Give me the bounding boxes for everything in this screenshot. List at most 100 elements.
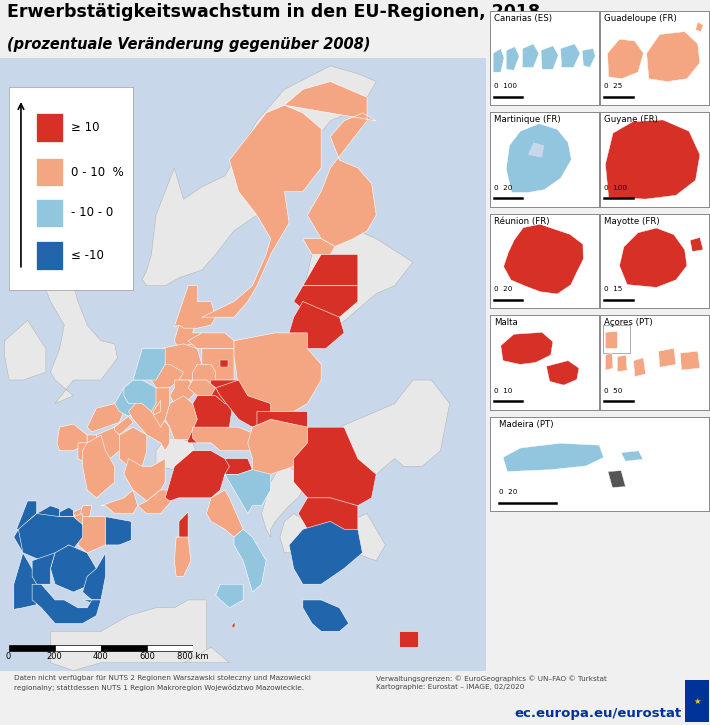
Text: ★: ★ bbox=[693, 697, 701, 705]
Polygon shape bbox=[97, 427, 119, 459]
Polygon shape bbox=[493, 49, 504, 72]
Polygon shape bbox=[621, 451, 643, 461]
Polygon shape bbox=[294, 286, 358, 318]
Bar bbox=[36, 113, 63, 142]
Text: 0  20: 0 20 bbox=[494, 286, 513, 292]
Polygon shape bbox=[303, 239, 335, 254]
Polygon shape bbox=[503, 443, 604, 471]
Bar bbox=[604, 325, 630, 353]
Polygon shape bbox=[501, 332, 553, 365]
Polygon shape bbox=[82, 600, 101, 608]
Polygon shape bbox=[303, 380, 449, 474]
Polygon shape bbox=[18, 513, 82, 560]
Text: ec.europa.eu/eurostat: ec.europa.eu/eurostat bbox=[515, 708, 682, 721]
Polygon shape bbox=[541, 46, 558, 70]
Polygon shape bbox=[303, 600, 349, 631]
Polygon shape bbox=[234, 529, 266, 592]
Polygon shape bbox=[294, 231, 413, 349]
Polygon shape bbox=[32, 552, 55, 584]
Text: 0  100: 0 100 bbox=[494, 83, 518, 89]
Text: 0  20: 0 20 bbox=[494, 185, 513, 191]
Polygon shape bbox=[617, 355, 627, 372]
Text: 600: 600 bbox=[139, 652, 155, 660]
Polygon shape bbox=[339, 513, 386, 560]
Polygon shape bbox=[207, 490, 243, 537]
Polygon shape bbox=[523, 44, 539, 67]
Polygon shape bbox=[175, 318, 207, 349]
Polygon shape bbox=[188, 333, 234, 349]
Polygon shape bbox=[560, 44, 580, 67]
Polygon shape bbox=[60, 507, 73, 517]
Polygon shape bbox=[220, 360, 228, 368]
Polygon shape bbox=[170, 380, 197, 404]
Polygon shape bbox=[138, 490, 172, 513]
Polygon shape bbox=[188, 344, 195, 349]
Polygon shape bbox=[41, 267, 117, 404]
Polygon shape bbox=[13, 529, 37, 552]
Bar bbox=[36, 199, 63, 227]
Polygon shape bbox=[528, 143, 544, 157]
Polygon shape bbox=[115, 388, 142, 416]
Polygon shape bbox=[160, 344, 202, 380]
Polygon shape bbox=[289, 302, 344, 349]
Polygon shape bbox=[87, 404, 124, 432]
Polygon shape bbox=[115, 416, 133, 435]
Polygon shape bbox=[175, 286, 216, 328]
Polygon shape bbox=[399, 631, 417, 647]
Text: Guadeloupe (FR): Guadeloupe (FR) bbox=[604, 14, 677, 22]
Polygon shape bbox=[192, 365, 216, 388]
Polygon shape bbox=[119, 427, 147, 466]
Bar bbox=[36, 241, 63, 270]
Polygon shape bbox=[225, 470, 271, 513]
Polygon shape bbox=[73, 513, 82, 525]
Text: 400: 400 bbox=[93, 652, 109, 660]
Polygon shape bbox=[234, 333, 321, 412]
Polygon shape bbox=[202, 105, 321, 318]
Text: ≤ -10: ≤ -10 bbox=[71, 249, 104, 262]
Polygon shape bbox=[179, 512, 188, 537]
Polygon shape bbox=[248, 419, 307, 474]
Polygon shape bbox=[608, 39, 643, 79]
Text: 0 - 10  %: 0 - 10 % bbox=[71, 166, 124, 179]
Polygon shape bbox=[216, 584, 243, 608]
Polygon shape bbox=[78, 506, 92, 529]
Polygon shape bbox=[16, 501, 37, 529]
Polygon shape bbox=[183, 647, 229, 663]
Polygon shape bbox=[188, 380, 216, 396]
Polygon shape bbox=[64, 545, 73, 556]
Text: ≥ 10: ≥ 10 bbox=[71, 121, 99, 134]
Text: 800 km: 800 km bbox=[178, 652, 209, 660]
Polygon shape bbox=[133, 349, 165, 380]
Text: Malta: Malta bbox=[494, 318, 518, 327]
Polygon shape bbox=[606, 331, 617, 349]
Polygon shape bbox=[608, 471, 626, 488]
Text: - 10 - 0: - 10 - 0 bbox=[71, 207, 113, 220]
Polygon shape bbox=[294, 427, 376, 506]
Bar bbox=[9, 645, 55, 651]
Polygon shape bbox=[37, 506, 60, 521]
Polygon shape bbox=[647, 32, 700, 82]
Polygon shape bbox=[582, 49, 595, 67]
Polygon shape bbox=[151, 388, 170, 427]
Polygon shape bbox=[50, 545, 97, 592]
Polygon shape bbox=[32, 584, 101, 624]
Polygon shape bbox=[680, 351, 700, 370]
Text: Guyane (FR): Guyane (FR) bbox=[604, 115, 658, 124]
Text: 0  15: 0 15 bbox=[604, 286, 623, 292]
Polygon shape bbox=[285, 82, 376, 246]
Polygon shape bbox=[82, 435, 115, 498]
Text: Martinique (FR): Martinique (FR) bbox=[494, 115, 561, 124]
Polygon shape bbox=[506, 124, 572, 192]
Polygon shape bbox=[298, 498, 358, 537]
Bar bbox=[101, 645, 147, 651]
Polygon shape bbox=[547, 360, 579, 385]
Polygon shape bbox=[192, 427, 257, 451]
Text: 0  10: 0 10 bbox=[494, 388, 513, 394]
Polygon shape bbox=[78, 517, 106, 552]
Bar bbox=[55, 645, 101, 651]
Polygon shape bbox=[280, 513, 307, 552]
Polygon shape bbox=[232, 622, 235, 628]
Text: 0  20: 0 20 bbox=[498, 489, 517, 495]
Polygon shape bbox=[659, 349, 676, 368]
Text: 0  50: 0 50 bbox=[604, 388, 623, 394]
